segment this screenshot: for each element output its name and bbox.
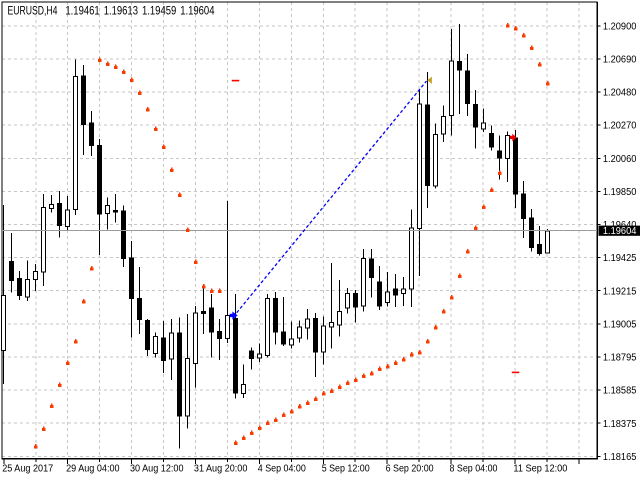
- svg-text:1.20270: 1.20270: [603, 121, 637, 132]
- svg-text:1.19425: 1.19425: [603, 253, 637, 264]
- svg-text:1.20690: 1.20690: [603, 55, 637, 66]
- svg-text:1.18165: 1.18165: [603, 452, 637, 463]
- svg-text:29 Aug 04:00: 29 Aug 04:00: [66, 464, 120, 475]
- svg-text:1.19215: 1.19215: [603, 286, 637, 297]
- svg-text:1.20060: 1.20060: [603, 154, 637, 165]
- svg-text:5 Sep 12:00: 5 Sep 12:00: [322, 464, 370, 475]
- svg-text:11 Sep 12:00: 11 Sep 12:00: [513, 464, 567, 475]
- svg-text:1.19613: 1.19613: [104, 3, 139, 17]
- svg-text:31 Aug 20:00: 31 Aug 20:00: [194, 464, 248, 475]
- svg-text:1.19604: 1.19604: [603, 226, 637, 237]
- svg-text:4 Sep 04:00: 4 Sep 04:00: [258, 464, 306, 475]
- svg-text:1.19461: 1.19461: [65, 3, 99, 17]
- svg-text:1.18585: 1.18585: [603, 386, 637, 397]
- svg-text:1.20900: 1.20900: [603, 21, 637, 32]
- svg-text:8 Sep 04:00: 8 Sep 04:00: [450, 464, 498, 475]
- svg-text:1.19604: 1.19604: [180, 3, 215, 17]
- svg-text:1.20480: 1.20480: [603, 88, 637, 99]
- svg-text:1.19459: 1.19459: [142, 3, 176, 17]
- svg-text:30 Aug 12:00: 30 Aug 12:00: [130, 464, 184, 475]
- svg-text:1.19850: 1.19850: [603, 187, 637, 198]
- svg-text:6 Sep 20:00: 6 Sep 20:00: [386, 464, 434, 475]
- svg-text:1.18375: 1.18375: [603, 419, 637, 430]
- svg-text:1.19005: 1.19005: [603, 319, 637, 330]
- svg-text:1.18795: 1.18795: [603, 353, 637, 364]
- svg-text:25 Aug 2017: 25 Aug 2017: [2, 464, 53, 475]
- svg-text:EURUSD,H4: EURUSD,H4: [8, 3, 58, 17]
